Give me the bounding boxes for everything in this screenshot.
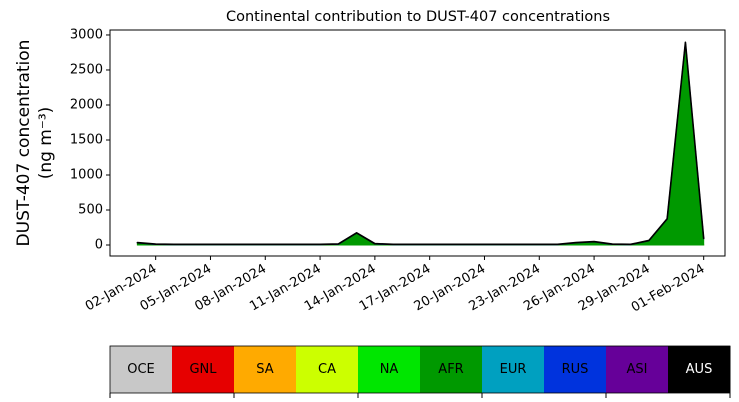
legend-swatch — [358, 346, 421, 393]
legend-swatch — [544, 346, 607, 393]
y-tick-label: 500 — [78, 203, 103, 218]
area — [136, 41, 705, 246]
legend-swatch — [172, 346, 235, 393]
legend-label: ASI — [627, 362, 648, 377]
area — [136, 42, 705, 246]
legend-label: NA — [380, 362, 399, 377]
legend-swatch — [110, 346, 173, 393]
y-tick-label: 0 — [95, 238, 103, 253]
legend-label: AFR — [438, 362, 463, 377]
legend-swatch — [420, 346, 483, 393]
chart-title: Continental contribution to DUST-407 con… — [226, 9, 610, 25]
legend-label: CA — [318, 362, 336, 377]
legend-label: AUS — [686, 362, 713, 377]
legend-swatch — [606, 346, 669, 393]
y-tick-label: 3000 — [70, 27, 103, 42]
legend-swatch — [234, 346, 297, 393]
legend-swatch — [668, 346, 731, 393]
legend-label: EUR — [500, 362, 527, 377]
y-tick-label: 1500 — [70, 132, 103, 147]
legend-swatch — [482, 346, 545, 393]
legend-swatch — [296, 346, 359, 393]
y-tick-label: 2500 — [70, 62, 103, 77]
plot-frame — [109, 29, 726, 257]
legend-frame — [109, 345, 731, 394]
area — [136, 41, 705, 246]
y-axis-title-line: (ng m⁻³) — [36, 107, 56, 180]
area — [136, 41, 705, 245]
y-tick-label: 1000 — [70, 167, 103, 182]
area — [136, 42, 705, 246]
legend-label: SA — [256, 362, 273, 377]
legend-label: OCE — [127, 362, 155, 377]
legend-label: RUS — [562, 362, 589, 377]
y-tick-label: 2000 — [70, 97, 103, 112]
legend-label: GNL — [189, 362, 217, 377]
y-axis-title: DUST-407 concentration (ng m⁻³) — [14, 40, 56, 247]
y-axis-title-line: DUST-407 concentration — [14, 40, 34, 247]
